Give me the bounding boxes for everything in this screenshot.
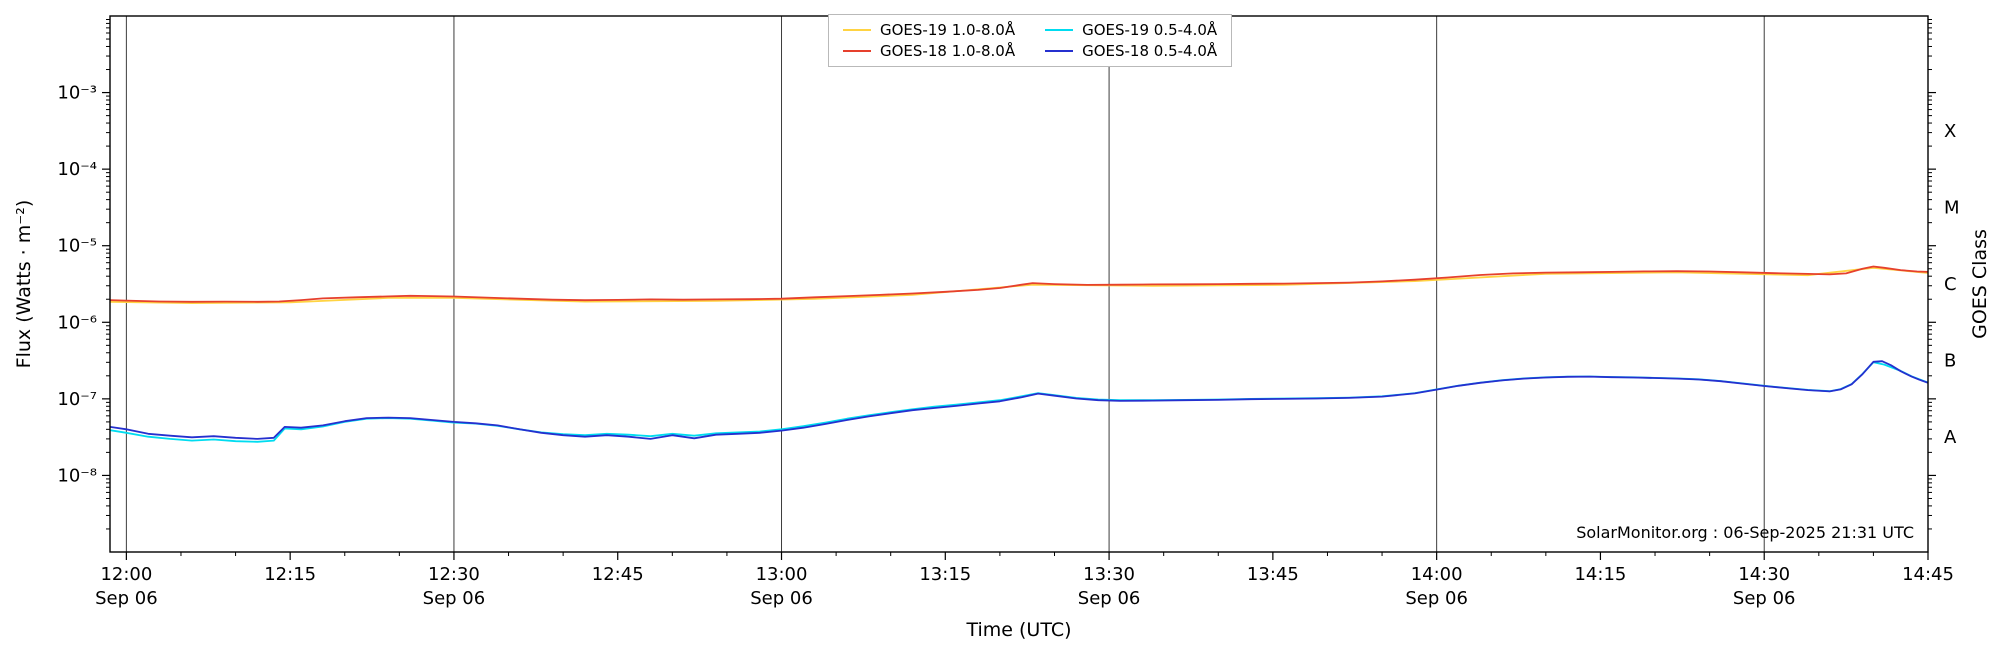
chart-legend: GOES-19 1.0-8.0Å GOES-18 1.0-8.0Å GOES-1… [828, 14, 1233, 67]
y-axis-right-title: GOES Class [1969, 229, 1991, 339]
x-tick-label: 14:45 [1902, 564, 1954, 585]
goes-class-label-c: C [1944, 274, 1957, 295]
legend-label-goes18-long: GOES-18 1.0-8.0Å [880, 42, 1016, 60]
x-axis-title: Time (UTC) [965, 619, 1071, 641]
x-tick-date-label: Sep 06 [1405, 588, 1468, 609]
goes-class-label-x: X [1944, 121, 1956, 142]
x-tick-label: 14:30 [1738, 564, 1790, 585]
source-annotation: SolarMonitor.org : 06-Sep-2025 21:31 UTC [1576, 523, 1914, 542]
series-line-goes-18-0-5-4-0 [110, 360, 1928, 440]
legend-item-goes19-long: GOES-19 1.0-8.0Å [843, 21, 1015, 39]
goes-class-label-m: M [1944, 197, 1960, 218]
x-tick-label: 12:30 [428, 564, 480, 585]
x-tick-label: 14:15 [1574, 564, 1626, 585]
goes-class-label-b: B [1944, 351, 1956, 372]
x-tick-date-label: Sep 06 [1078, 588, 1141, 609]
y-axis-title: Flux (Watts · m⁻²) [13, 200, 35, 369]
x-tick-label: 12:15 [264, 564, 316, 585]
x-tick-date-label: Sep 06 [423, 588, 486, 609]
y-tick-label: 10⁻⁵ [57, 236, 97, 257]
y-tick-label: 10⁻⁷ [57, 389, 97, 410]
y-tick-label: 10⁻⁸ [57, 465, 97, 486]
x-tick-label: 13:30 [1083, 564, 1135, 585]
plot-border [109, 15, 1929, 553]
x-tick-label: 13:45 [1247, 564, 1299, 585]
legend-swatch-goes18-short-icon [1045, 50, 1074, 52]
x-tick-label: 13:00 [756, 564, 808, 585]
y-tick-label: 10⁻⁶ [57, 312, 97, 333]
y-tick-label: 10⁻³ [57, 83, 97, 104]
x-axis-major-ticks: 12:00 Sep 06 12:15 12:30 Sep 06 12:45 13:00 Sep… [95, 552, 1954, 609]
x-tick-date-label: Sep 06 [750, 588, 813, 609]
legend-label-goes19-long: GOES-19 1.0-8.0Å [880, 21, 1016, 39]
legend-swatch-goes18-long-icon [843, 50, 871, 52]
y-axis-minor-ticks [106, 19, 1932, 530]
vertical-gridlines [125, 16, 1765, 552]
x-tick-date-label: Sep 06 [1733, 588, 1796, 609]
y-axis-major-ticks: 10⁻³ 10⁻⁴ 10⁻⁵ 10⁻⁶ 10⁻⁷ 10⁻⁸ [57, 83, 1936, 486]
legend-item-goes18-long: GOES-18 1.0-8.0Å [843, 42, 1015, 60]
legend-label-goes18-short: GOES-18 0.5-4.0Å [1082, 42, 1218, 60]
x-tick-date-label: Sep 06 [95, 588, 158, 609]
legend-swatch-goes19-long-icon [843, 29, 871, 31]
legend-swatch-goes19-short-icon [1045, 29, 1074, 31]
x-tick-label: 12:00 [100, 564, 152, 585]
series-line-goes-19-0-5-4-0 [110, 361, 1928, 443]
goes-class-label-a: A [1944, 427, 1957, 448]
x-tick-label: 12:45 [592, 564, 644, 585]
y-tick-label: 10⁻⁴ [57, 159, 97, 180]
legend-item-goes19-short: GOES-19 0.5-4.0Å [1045, 21, 1217, 39]
x-tick-label: 13:15 [919, 564, 971, 585]
legend-item-goes18-short: GOES-18 0.5-4.0Å [1045, 42, 1217, 60]
series-lines [110, 265, 1928, 443]
goes-class-labels: X M C B A [1944, 121, 1960, 448]
series-line-goes-18-1-0-8-0 [110, 265, 1928, 303]
legend-label-goes19-short: GOES-19 0.5-4.0Å [1082, 21, 1218, 39]
x-tick-label: 14:00 [1411, 564, 1463, 585]
